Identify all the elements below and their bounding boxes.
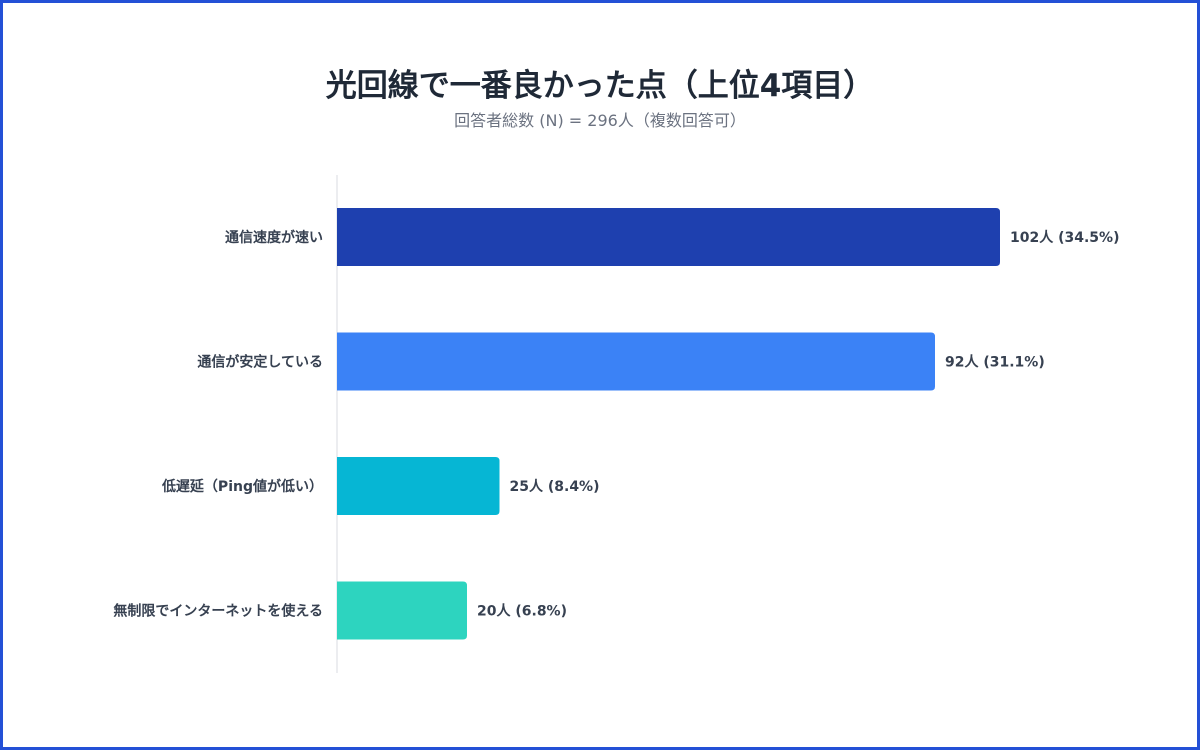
bar (337, 581, 467, 640)
data-label: 20人 (6.8%) (477, 603, 567, 620)
data-label: 25人 (8.4%) (510, 478, 600, 495)
data-label: 92人 (31.1%) (945, 354, 1045, 371)
bar (337, 332, 935, 391)
category-label: 通信速度が速い (225, 229, 323, 246)
category-label: 無制限でインターネットを使える (113, 603, 323, 620)
category-label: 通信が安定している (197, 354, 323, 371)
data-label: 102人 (34.5%) (1010, 229, 1119, 246)
bar (337, 208, 1000, 266)
bar (337, 457, 500, 515)
category-label: 低遅延（Ping値が低い） (161, 478, 323, 495)
chart-title: 光回線で一番良かった点（上位4項目） (325, 68, 875, 104)
chart-subtitle: 回答者総数 (N) = 296人（複数回答可） (454, 111, 746, 130)
